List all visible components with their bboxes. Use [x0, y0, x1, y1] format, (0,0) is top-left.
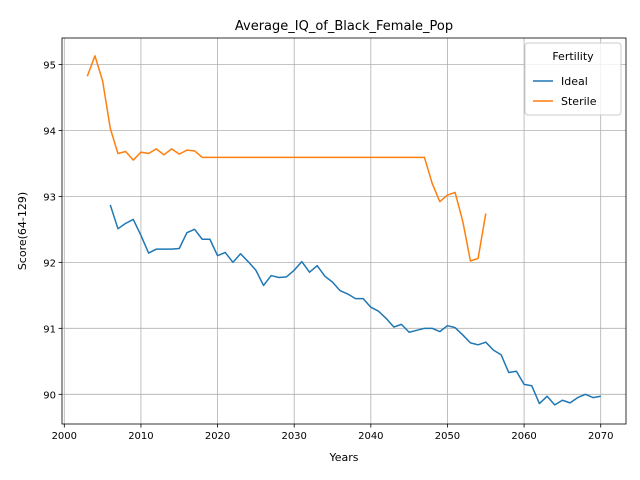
y-tick-label: 93	[43, 192, 56, 203]
y-tick-label: 95	[43, 60, 56, 71]
x-tick-label: 2020	[205, 431, 230, 442]
x-tick-label: 2040	[358, 431, 383, 442]
x-tick-label: 2010	[128, 431, 153, 442]
x-axis-label: Years	[328, 451, 358, 464]
series-lines	[86, 55, 601, 406]
y-tick-label: 91	[43, 324, 56, 335]
y-tick-label: 90	[43, 390, 56, 401]
legend: Fertility Ideal Sterile	[524, 42, 622, 116]
x-tick-label: 2000	[52, 431, 77, 442]
y-axis-label: Score(64-129)	[16, 192, 29, 270]
x-tick-label: 2070	[588, 431, 613, 442]
series-line-sterile	[86, 55, 487, 262]
y-tick-label: 94	[43, 126, 56, 137]
x-tick-label: 2050	[435, 431, 460, 442]
plot-frame	[61, 37, 627, 425]
x-tick-label: 2060	[511, 431, 536, 442]
legend-entry-sterile: Sterile	[561, 95, 597, 108]
series-line-ideal	[109, 204, 601, 406]
legend-box	[524, 42, 622, 116]
x-axis: 2000 2010 2020 2030 2040 2050 2060 2070	[52, 424, 613, 442]
legend-title: Fertility	[552, 50, 594, 63]
legend-entry-ideal: Ideal	[561, 75, 588, 88]
y-tick-label: 92	[43, 258, 56, 269]
x-tick-label: 2030	[281, 431, 306, 442]
y-axis: 90 91 92 93 94 95	[43, 60, 62, 401]
chart-title: Average_IQ_of_Black_Female_Pop	[235, 19, 453, 34]
